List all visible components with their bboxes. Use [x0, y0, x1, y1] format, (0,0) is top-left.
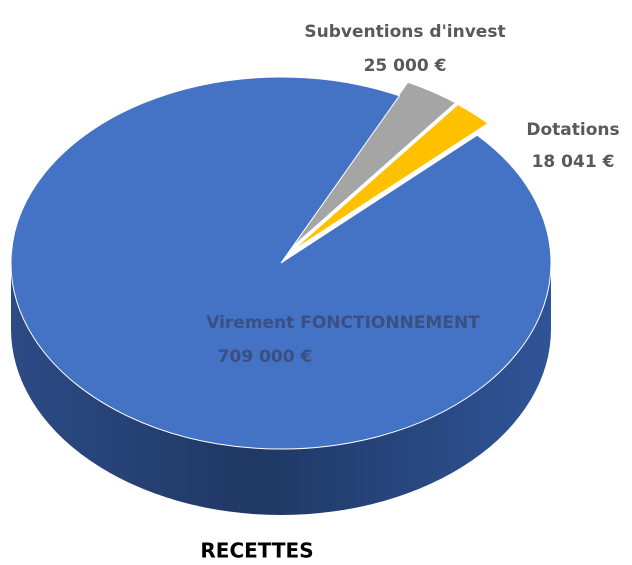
chart-title: RECETTES: [200, 539, 313, 563]
slice-value-label: 18 041 €: [532, 152, 615, 172]
slice-label: Virement FONCTIONNEMENT: [206, 313, 480, 333]
pie: [10, 76, 552, 515]
pie-slice: [291, 103, 489, 252]
pie-slice: [10, 76, 552, 450]
pie-slice: [289, 81, 457, 250]
slice-label: Subventions d'invest: [304, 22, 505, 42]
slice-value-label: 25 000 €: [364, 56, 447, 76]
pie-side: [11, 263, 551, 515]
slice-value-label: 709 000 €: [218, 347, 313, 367]
slice-label: Dotations: [526, 120, 619, 140]
